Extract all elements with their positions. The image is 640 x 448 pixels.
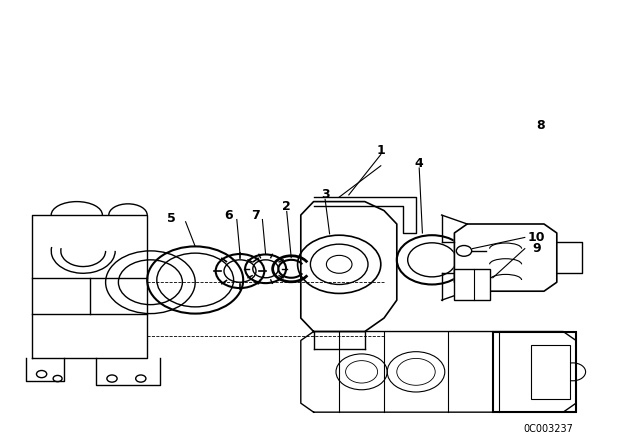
Text: 0C003237: 0C003237: [523, 424, 573, 434]
Bar: [493, 332, 576, 412]
Polygon shape: [557, 242, 582, 273]
Text: 9: 9: [532, 242, 541, 255]
Polygon shape: [32, 215, 147, 358]
Polygon shape: [301, 332, 576, 412]
Text: 6: 6: [224, 209, 233, 223]
Text: 5: 5: [167, 212, 176, 225]
Text: 3: 3: [321, 188, 330, 202]
Polygon shape: [301, 202, 397, 332]
Bar: [454, 269, 490, 300]
Text: 7: 7: [252, 209, 260, 223]
Text: 1: 1: [376, 143, 385, 157]
Polygon shape: [314, 197, 416, 233]
Polygon shape: [96, 358, 160, 385]
Text: 2: 2: [282, 200, 291, 214]
Text: 4: 4: [415, 157, 424, 170]
Bar: [531, 345, 570, 399]
Text: 10: 10: [527, 231, 545, 244]
Circle shape: [456, 246, 472, 256]
Polygon shape: [26, 358, 64, 381]
Text: 8: 8: [536, 119, 545, 132]
Polygon shape: [454, 224, 557, 291]
